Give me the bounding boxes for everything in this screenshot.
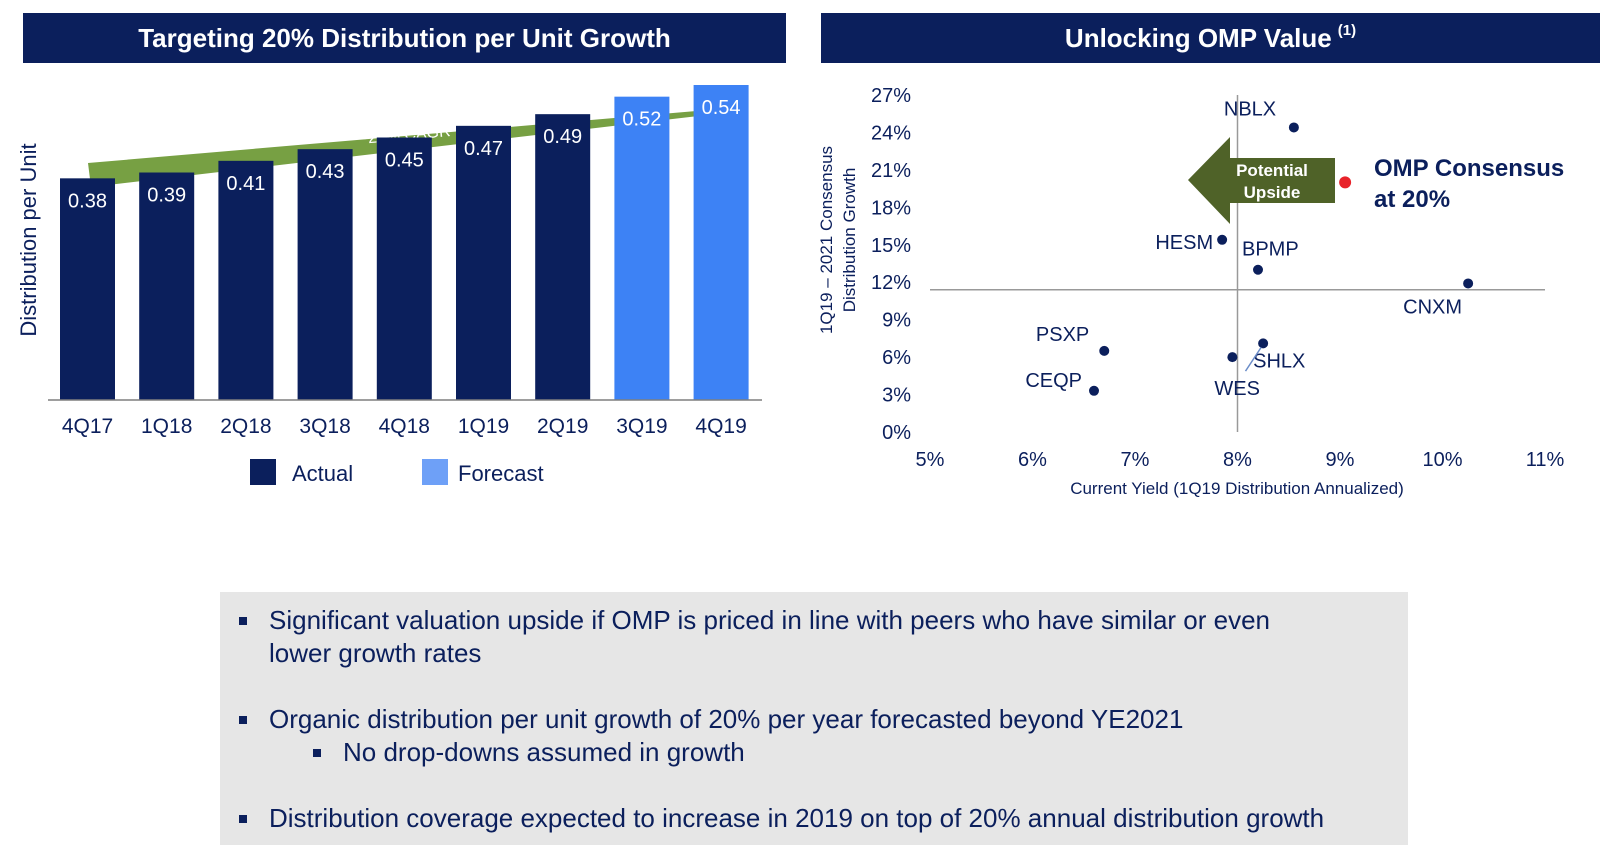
scatter-y-tick-label: 18% xyxy=(871,197,911,219)
omp-callout-line1: OMP Consensus xyxy=(1374,155,1564,182)
bar-4Q17 xyxy=(60,178,115,400)
bar-x-tick-label: 4Q19 xyxy=(695,415,746,438)
scatter-point-label: SHLX xyxy=(1253,350,1305,372)
bar-4Q18 xyxy=(376,137,432,400)
bullet-square-icon xyxy=(239,716,247,724)
scatter-point-wes xyxy=(1227,352,1238,363)
bar-value-label: 0.47 xyxy=(464,138,503,160)
bar-value-label: 0.54 xyxy=(702,97,741,119)
scatter-x-tick-label: 7% xyxy=(1121,449,1150,471)
bar-value-label: 0.39 xyxy=(147,185,186,207)
legend-actual-swatch xyxy=(250,459,276,485)
bar-3Q19 xyxy=(614,96,670,401)
right-panel-footnote-marker: (1) xyxy=(1337,21,1357,39)
bar-x-tick-label: 3Q19 xyxy=(616,415,667,438)
bar-1Q18 xyxy=(139,172,195,400)
scatter-x-axis-label: Current Yield (1Q19 Distribution Annuali… xyxy=(1070,479,1404,498)
scatter-x-tick-label: 9% xyxy=(1326,449,1355,471)
scatter-x-tick-label: 5% xyxy=(916,449,945,471)
left-panel-title: Targeting 20% Distribution per Unit Grow… xyxy=(138,22,671,53)
scatter-point-label: WES xyxy=(1214,378,1260,400)
bar-x-tick-label: 4Q17 xyxy=(62,415,113,438)
potential-upside-arrow xyxy=(1188,137,1335,224)
scatter-y-tick-label: 27% xyxy=(871,85,911,107)
shlx-leader-line xyxy=(1244,346,1262,372)
scatter-point-label: BPMP xyxy=(1242,239,1299,261)
scatter-y-tick-label: 15% xyxy=(871,235,911,257)
bullet-square-icon xyxy=(239,815,247,823)
sub-bullet-text: No drop-downs assumed in growth xyxy=(343,737,745,767)
scatter-point-label: HESM xyxy=(1155,232,1213,254)
bullet-text-line: Organic distribution per unit growth of … xyxy=(269,704,1184,734)
omp-callout-line2: at 20% xyxy=(1374,186,1450,213)
bar-2Q19 xyxy=(535,114,591,401)
scatter-x-tick-label: 8% xyxy=(1223,449,1252,471)
scatter-x-tick-label: 6% xyxy=(1018,449,1047,471)
bar-value-label: 0.45 xyxy=(385,150,424,172)
legend-forecast-label: Forecast xyxy=(458,461,544,486)
bar-x-tick-label: 2Q19 xyxy=(537,415,588,438)
bullet-text-line: Significant valuation upside if OMP is p… xyxy=(269,605,1271,635)
sub-bullet-item: No drop-downs assumed in growth xyxy=(313,736,745,769)
bar-y-axis-label: Distribution per Unit xyxy=(16,143,41,336)
scatter-y-tick-label: 24% xyxy=(871,122,911,144)
scatter-x-tick-label: 11% xyxy=(1526,449,1565,471)
bar-x-tick-label: 4Q18 xyxy=(379,415,430,438)
scatter-point-shlx xyxy=(1258,338,1269,349)
bullet-item: Significant valuation upside if OMP is p… xyxy=(239,604,1271,670)
omp-point xyxy=(1339,176,1352,189)
bullet-item: Organic distribution per unit growth of … xyxy=(239,703,1184,736)
scatter-y-axis-label-line1: 1Q19 – 2021 Consensus xyxy=(817,146,836,334)
bar-value-label: 0.43 xyxy=(306,161,345,183)
bar-x-tick-label: 1Q19 xyxy=(458,415,509,438)
bar-value-label: 0.52 xyxy=(622,109,661,131)
scatter-y-tick-label: 21% xyxy=(871,160,911,182)
bar-value-label: 0.38 xyxy=(68,190,107,212)
bullet-square-icon xyxy=(239,617,247,625)
scatter-y-tick-label: 12% xyxy=(871,272,911,294)
scatter-y-tick-label: 0% xyxy=(882,422,911,444)
distribution-bar-chart: ~20% CAGR Distribution per Unit 0.384Q17… xyxy=(16,85,762,438)
key-points-box: Significant valuation upside if OMP is p… xyxy=(220,592,1408,845)
scatter-point-bpmp xyxy=(1253,264,1263,275)
potential-upside-label-line2: Upside xyxy=(1244,183,1301,202)
scatter-point-label: CEQP xyxy=(1025,370,1082,392)
right-panel-title: Unlocking OMP Value xyxy=(1064,22,1332,53)
scatter-x-tick-label: 10% xyxy=(1422,449,1462,471)
bar-value-label: 0.49 xyxy=(543,126,582,148)
scatter-y-axis-label-line2: Distribution Growth xyxy=(840,168,859,313)
scatter-point-nblx xyxy=(1288,122,1299,133)
yield-growth-scatter-chart: 0% 3% 6% 9% 12% 15% 18% 21% 24% 27% 5% 6% 7% 8% 9% 10% 1… xyxy=(817,85,1565,498)
scatter-y-tick-label: 3% xyxy=(882,385,911,407)
bar-2Q18 xyxy=(218,160,274,400)
scatter-point-cnxm xyxy=(1463,278,1474,289)
bar-3Q18 xyxy=(297,149,353,400)
scatter-point-hesm xyxy=(1217,234,1228,245)
bar-x-tick-label: 3Q18 xyxy=(299,415,350,438)
bar-value-label: 0.41 xyxy=(226,173,265,195)
scatter-point-ceqp xyxy=(1089,385,1099,396)
bar-4Q19 xyxy=(693,85,749,400)
legend-actual-label: Actual xyxy=(292,461,354,486)
scatter-point-psxp xyxy=(1099,345,1110,356)
bar-1Q19 xyxy=(456,125,511,400)
scatter-point-label: CNXM xyxy=(1403,296,1462,318)
left-panel-header: Targeting 20% Distribution per Unit Grow… xyxy=(23,13,786,63)
bullet-square-icon xyxy=(313,749,321,757)
legend-forecast-swatch xyxy=(422,459,448,485)
bullet-text-line: lower growth rates xyxy=(269,638,482,668)
bar-x-tick-label: 1Q18 xyxy=(141,415,192,438)
scatter-y-tick-label: 9% xyxy=(882,310,911,332)
potential-upside-label-line1: Potential xyxy=(1236,161,1308,180)
bar-x-tick-label: 2Q18 xyxy=(220,415,271,438)
bullet-text-line: Distribution coverage expected to increa… xyxy=(269,803,1325,833)
right-panel-header: Unlocking OMP Value (1) xyxy=(821,13,1600,63)
scatter-y-tick-label: 6% xyxy=(882,347,911,369)
bullet-item: Distribution coverage expected to increa… xyxy=(239,802,1325,835)
scatter-point-label: PSXP xyxy=(1036,324,1089,346)
scatter-point-label: NBLX xyxy=(1224,98,1276,120)
